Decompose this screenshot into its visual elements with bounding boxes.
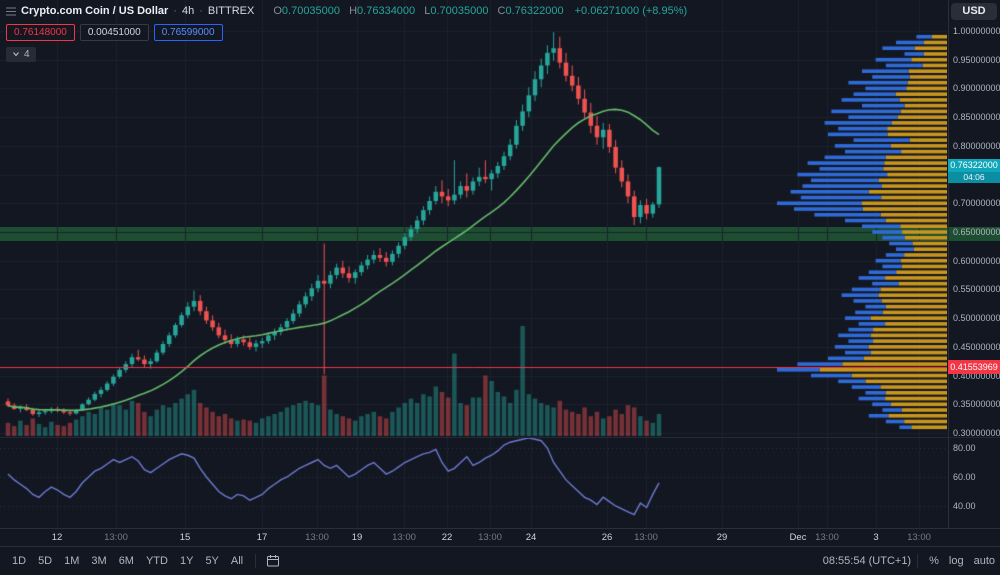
bar-countdown: 04:06 bbox=[948, 171, 1000, 183]
spread-value: 0.00451000 bbox=[79, 24, 149, 41]
time-axis-label: 29 bbox=[716, 532, 728, 543]
price-axis-label: 0.95000000 bbox=[953, 54, 1000, 65]
open-label: O bbox=[273, 5, 282, 17]
price-axis-label: 1.00000000 bbox=[953, 26, 1000, 36]
buy-price-button[interactable]: 0.76599000 bbox=[153, 24, 223, 41]
clock[interactable]: 08:55:54 (UTC+1) bbox=[822, 555, 912, 567]
range-button-all[interactable]: All bbox=[225, 553, 249, 569]
time-axis-label: 13:00 bbox=[815, 532, 839, 543]
price-axis-label: 0.45000000 bbox=[953, 341, 1000, 352]
high-value: 0.76334000 bbox=[357, 5, 416, 17]
range-button-1y[interactable]: 1Y bbox=[174, 553, 199, 569]
go-to-date-button[interactable] bbox=[262, 552, 284, 570]
last-price-value: 0.76322000 bbox=[948, 158, 1000, 172]
price-axis-label: 0.80000000 bbox=[953, 140, 1000, 151]
price-axis-label: 0.60000000 bbox=[953, 255, 1000, 266]
chevron-down-icon bbox=[13, 52, 19, 57]
log-scale-button[interactable]: log bbox=[944, 553, 969, 569]
sell-price-button[interactable]: 0.76148000 bbox=[6, 24, 75, 41]
rsi-axis-label: 40.00 bbox=[953, 501, 976, 511]
close-label: C bbox=[497, 5, 506, 17]
price-axis[interactable]: 1.00000000 0.95000000 0.90000000 0.85000000… bbox=[948, 0, 1000, 528]
price-axis-label: 0.50000000 bbox=[953, 313, 1000, 324]
time-axis[interactable]: 12 13:00 15 17 13:00 19 13:00 22 13:00 24 26 13:00 2… bbox=[0, 528, 1000, 547]
currency-toggle-button[interactable]: USD bbox=[951, 3, 997, 20]
time-axis-label: 12 bbox=[51, 532, 63, 543]
time-axis-label: 15 bbox=[179, 532, 191, 543]
range-button-5y[interactable]: 5Y bbox=[199, 553, 224, 569]
open-value: 0.70035000 bbox=[281, 5, 341, 17]
time-axis-label: 13:00 bbox=[907, 532, 931, 543]
calendar-icon bbox=[267, 555, 280, 567]
last-price-badge: 0.76322000 04:06 bbox=[948, 158, 1000, 183]
time-axis-label: 13:00 bbox=[305, 532, 329, 543]
pane-divider[interactable] bbox=[0, 437, 1000, 438]
time-axis-label: 26 bbox=[601, 532, 613, 543]
ohlc-readout: O0.70035000 H0.76334000 L0.70035000 C0.7… bbox=[267, 5, 563, 17]
indicators-row: 4 bbox=[6, 45, 36, 63]
indicators-collapse-button[interactable]: 4 bbox=[6, 46, 36, 62]
time-axis-label: 3 bbox=[873, 532, 879, 543]
percent-scale-button[interactable]: % bbox=[924, 553, 944, 569]
interval-label[interactable]: 4h bbox=[181, 5, 195, 17]
date-range-buttons: 1D 5D 1M 3M 6M YTD 1Y 5Y All bbox=[6, 553, 249, 569]
rsi-axis-label: 80.00 bbox=[953, 443, 976, 453]
indicator-count: 4 bbox=[24, 48, 30, 60]
low-label: L bbox=[424, 5, 431, 17]
high-label: H bbox=[349, 5, 358, 17]
chart-legend: Crypto.com Coin / US Dollar · 4h · BITTR… bbox=[6, 5, 687, 17]
close-value: 0.76322000 bbox=[505, 5, 564, 17]
time-axis-label: 13:00 bbox=[634, 532, 658, 543]
range-button-ytd[interactable]: YTD bbox=[140, 553, 174, 569]
time-axis-label: 13:00 bbox=[104, 532, 128, 543]
range-button-5d[interactable]: 5D bbox=[32, 553, 58, 569]
time-axis-label: 19 bbox=[351, 532, 363, 543]
price-axis-label: 0.85000000 bbox=[953, 112, 1000, 123]
rsi-axis-label: 60.00 bbox=[953, 472, 976, 482]
time-axis-label: Dec bbox=[789, 532, 807, 543]
price-axis-label: 0.55000000 bbox=[953, 284, 1000, 295]
time-axis-label: 13:00 bbox=[478, 532, 502, 543]
range-button-6m[interactable]: 6M bbox=[113, 553, 140, 569]
price-axis-label: 0.30000000 bbox=[953, 428, 1000, 438]
time-axis-label: 22 bbox=[441, 532, 453, 543]
alert-price-badge: 0.41553969 bbox=[948, 359, 1000, 374]
symbol-menu-icon[interactable] bbox=[6, 7, 16, 16]
price-chart-canvas[interactable] bbox=[0, 0, 947, 528]
auto-scale-button[interactable]: auto bbox=[969, 553, 1000, 569]
price-axis-label: 0.90000000 bbox=[953, 83, 1000, 94]
separator: · bbox=[173, 5, 177, 17]
bid-ask-row: 0.76148000 0.00451000 0.76599000 bbox=[6, 24, 223, 41]
price-axis-label: 0.40000000 bbox=[953, 370, 1000, 381]
time-axis-label: 17 bbox=[256, 532, 268, 543]
change-value: +0.06271000 (+8.95%) bbox=[574, 5, 688, 17]
range-button-1d[interactable]: 1D bbox=[6, 553, 32, 569]
time-axis-label: 13:00 bbox=[392, 532, 416, 543]
price-axis-label: 0.65000000 bbox=[953, 227, 1000, 237]
toolbar-divider bbox=[917, 554, 919, 568]
range-button-1m[interactable]: 1M bbox=[58, 553, 85, 569]
time-axis-label: 24 bbox=[525, 532, 537, 543]
toolbar-divider bbox=[255, 554, 257, 568]
price-axis-label: 0.35000000 bbox=[953, 399, 1000, 410]
bottom-toolbar: 1D 5D 1M 3M 6M YTD 1Y 5Y All 08:55:54 (UTC+1) % … bbox=[0, 546, 1000, 575]
price-axis-label: 0.70000000 bbox=[953, 198, 1000, 209]
low-value: 0.70035000 bbox=[430, 5, 489, 17]
range-button-3m[interactable]: 3M bbox=[85, 553, 112, 569]
symbol-title[interactable]: Crypto.com Coin / US Dollar bbox=[21, 5, 169, 17]
separator: · bbox=[199, 5, 203, 17]
exchange-label: BITTREX bbox=[207, 5, 255, 17]
